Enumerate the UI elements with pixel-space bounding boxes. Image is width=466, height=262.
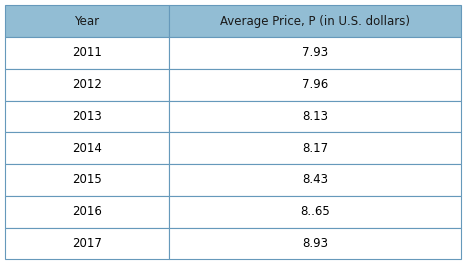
Bar bbox=[169, 5, 461, 37]
Bar bbox=[5, 5, 169, 37]
Bar bbox=[5, 164, 169, 196]
Text: 2016: 2016 bbox=[72, 205, 102, 218]
Text: 7.93: 7.93 bbox=[302, 46, 328, 59]
Bar bbox=[5, 101, 169, 132]
Text: 2011: 2011 bbox=[72, 46, 102, 59]
Text: 2017: 2017 bbox=[72, 237, 102, 250]
Bar bbox=[169, 196, 461, 228]
Bar bbox=[5, 69, 169, 101]
Text: 8.17: 8.17 bbox=[302, 142, 328, 155]
Text: 2012: 2012 bbox=[72, 78, 102, 91]
Bar bbox=[169, 132, 461, 164]
Bar bbox=[5, 228, 169, 259]
Bar bbox=[169, 69, 461, 101]
Text: 2015: 2015 bbox=[72, 173, 102, 187]
Text: 8.93: 8.93 bbox=[302, 237, 328, 250]
Bar bbox=[169, 37, 461, 69]
Text: 8.43: 8.43 bbox=[302, 173, 328, 187]
Bar bbox=[169, 164, 461, 196]
Text: Year: Year bbox=[74, 15, 99, 28]
Text: Average Price, P (in U.S. dollars): Average Price, P (in U.S. dollars) bbox=[220, 15, 410, 28]
Text: 8.13: 8.13 bbox=[302, 110, 328, 123]
Bar bbox=[169, 228, 461, 259]
Text: 7.96: 7.96 bbox=[302, 78, 329, 91]
Bar bbox=[5, 132, 169, 164]
Bar bbox=[169, 101, 461, 132]
Text: 8..65: 8..65 bbox=[300, 205, 330, 218]
Text: 2013: 2013 bbox=[72, 110, 102, 123]
Text: 2014: 2014 bbox=[72, 142, 102, 155]
Bar bbox=[5, 37, 169, 69]
Bar bbox=[5, 196, 169, 228]
